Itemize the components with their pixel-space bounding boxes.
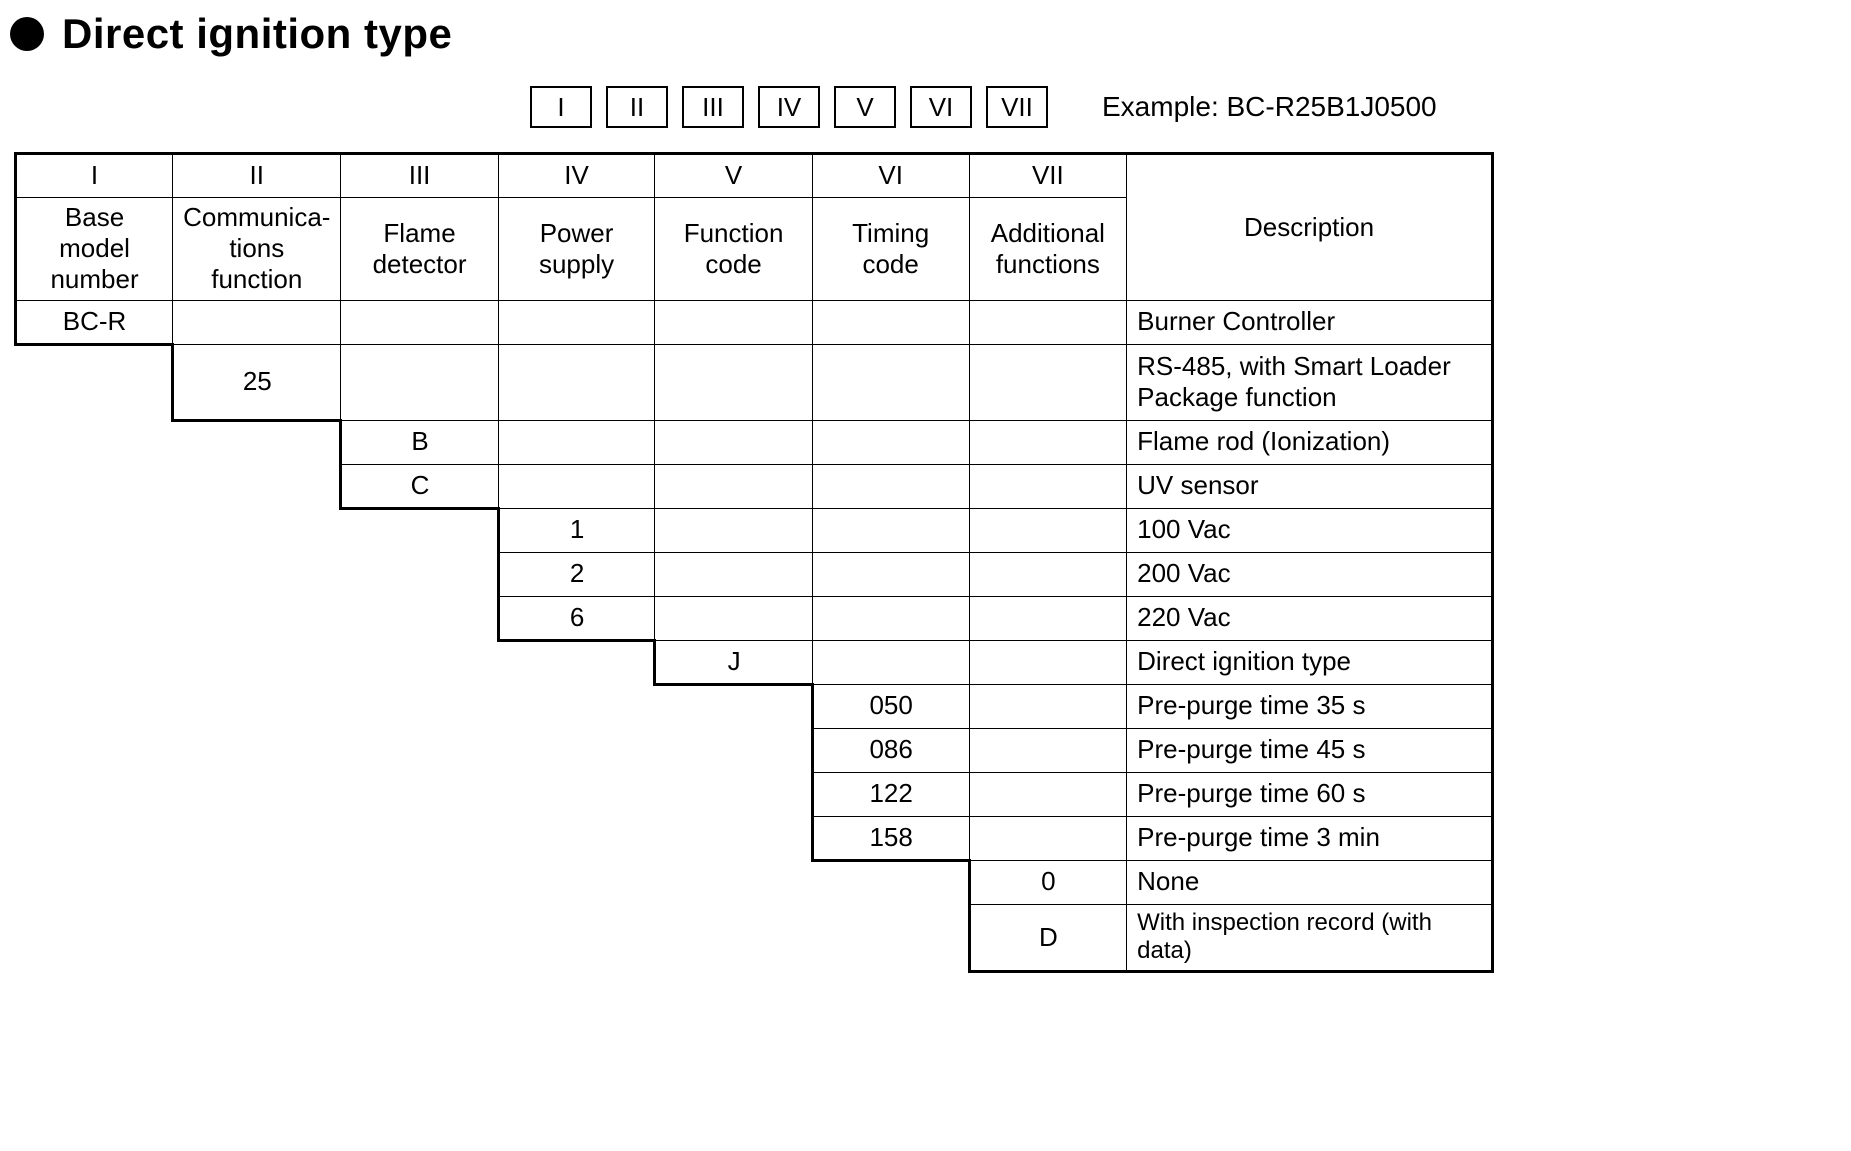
description-header: Description <box>1127 154 1493 301</box>
legend-row: I II III IV V VI VII Example: BC-R25B1J0… <box>530 86 1821 128</box>
desc-cell: Pre-purge time 3 min <box>1127 816 1493 860</box>
col-numeral: II <box>173 154 341 198</box>
desc-cell: Burner Controller <box>1127 300 1493 344</box>
col-label: Timing code <box>812 198 969 301</box>
desc-cell: 220 Vac <box>1127 596 1493 640</box>
col-numeral: VII <box>969 154 1127 198</box>
col-label: Base model number <box>16 198 173 301</box>
desc-cell: Direct ignition type <box>1127 640 1493 684</box>
code-cell: 1 <box>498 508 655 552</box>
code-cell: J <box>655 640 812 684</box>
code-cell: 6 <box>498 596 655 640</box>
table-row: 6 220 Vac <box>16 596 1493 640</box>
code-cell: 25 <box>173 344 341 420</box>
legend-box: VI <box>910 86 972 128</box>
legend-box: I <box>530 86 592 128</box>
desc-cell: Pre-purge time 35 s <box>1127 684 1493 728</box>
desc-cell: Pre-purge time 60 s <box>1127 772 1493 816</box>
heading-text: Direct ignition type <box>62 10 452 58</box>
desc-cell: None <box>1127 860 1493 904</box>
code-cell: 158 <box>812 816 969 860</box>
bullet-icon <box>10 17 44 51</box>
code-cell: B <box>341 420 498 464</box>
page: Direct ignition type I II III IV V VI VI… <box>0 0 1851 1151</box>
table-row: J Direct ignition type <box>16 640 1493 684</box>
desc-cell: Pre-purge time 45 s <box>1127 728 1493 772</box>
table-row: C UV sensor <box>16 464 1493 508</box>
col-numeral: III <box>341 154 498 198</box>
col-numeral: VI <box>812 154 969 198</box>
table-row: 122 Pre-purge time 60 s <box>16 772 1493 816</box>
example-label: Example: BC-R25B1J0500 <box>1102 91 1437 123</box>
table-header-numerals: I II III IV V VI VII Description <box>16 154 1493 198</box>
code-cell: 2 <box>498 552 655 596</box>
legend-box: V <box>834 86 896 128</box>
desc-cell: 100 Vac <box>1127 508 1493 552</box>
code-cell: 050 <box>812 684 969 728</box>
desc-cell: UV sensor <box>1127 464 1493 508</box>
col-label: Additional functions <box>969 198 1127 301</box>
code-cell: D <box>969 904 1127 972</box>
col-numeral: V <box>655 154 812 198</box>
table-row: BC-R Burner Controller <box>16 300 1493 344</box>
table-row: D With inspection record (with data) <box>16 904 1493 972</box>
table-row: 158 Pre-purge time 3 min <box>16 816 1493 860</box>
col-numeral: IV <box>498 154 655 198</box>
table-row: 086 Pre-purge time 45 s <box>16 728 1493 772</box>
legend-box: IV <box>758 86 820 128</box>
code-cell: C <box>341 464 498 508</box>
table-row: 2 200 Vac <box>16 552 1493 596</box>
desc-cell: With inspection record (with data) <box>1127 904 1493 972</box>
section-heading: Direct ignition type <box>10 10 1821 58</box>
legend-box: II <box>606 86 668 128</box>
legend-box: III <box>682 86 744 128</box>
col-label: Function code <box>655 198 812 301</box>
table-row: 0 None <box>16 860 1493 904</box>
col-label: Power supply <box>498 198 655 301</box>
col-numeral: I <box>16 154 173 198</box>
desc-cell: Flame rod (Ionization) <box>1127 420 1493 464</box>
col-label: Communica­tions function <box>173 198 341 301</box>
desc-cell: 200 Vac <box>1127 552 1493 596</box>
table-row: 25 RS-485, with Smart Loader Package fun… <box>16 344 1493 420</box>
table-row: 050 Pre-purge time 35 s <box>16 684 1493 728</box>
code-cell: BC-R <box>16 300 173 344</box>
model-number-table: I II III IV V VI VII Description Base mo… <box>14 152 1494 973</box>
code-cell: 122 <box>812 772 969 816</box>
code-cell: 086 <box>812 728 969 772</box>
table-row: 1 100 Vac <box>16 508 1493 552</box>
table-row: B Flame rod (Ionization) <box>16 420 1493 464</box>
col-label: Flame detector <box>341 198 498 301</box>
code-cell: 0 <box>969 860 1127 904</box>
legend-box: VII <box>986 86 1048 128</box>
desc-cell: RS-485, with Smart Loader Package functi… <box>1127 344 1493 420</box>
